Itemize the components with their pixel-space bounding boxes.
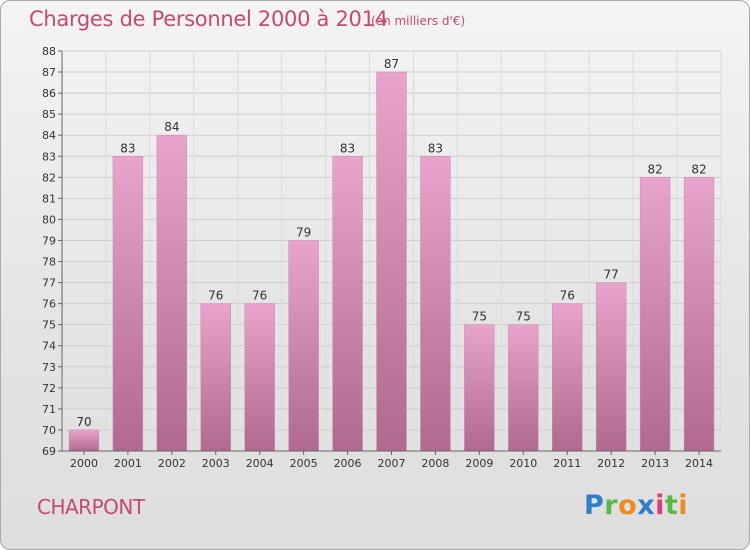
- bars: [68, 71, 715, 452]
- bar-2014: [683, 177, 715, 452]
- value-label: 83: [340, 141, 355, 155]
- logo-letter: r: [604, 490, 619, 521]
- y-tick-label: 79: [42, 234, 56, 247]
- y-tick-label: 71: [42, 403, 56, 416]
- value-label: 83: [428, 141, 443, 155]
- bar-2011: [552, 303, 583, 452]
- y-tick-label: 87: [42, 66, 56, 79]
- value-label: 79: [296, 225, 311, 239]
- y-tick-label: 78: [42, 256, 56, 269]
- value-label: 70: [76, 415, 91, 429]
- commune-name: CHARPONT: [37, 495, 145, 519]
- x-tick-label: 2011: [553, 457, 581, 470]
- bar-2013: [639, 177, 671, 452]
- x-tick-label: 2012: [597, 457, 625, 470]
- x-tick-label: 2014: [685, 457, 713, 470]
- x-tick-label: 2008: [421, 457, 449, 470]
- logo-letter: o: [618, 490, 638, 521]
- value-label: 76: [252, 289, 267, 303]
- logo-letter: t: [664, 490, 679, 521]
- y-tick-label: 80: [42, 213, 56, 226]
- value-label: 84: [164, 120, 179, 134]
- x-tick-label: 2003: [202, 457, 230, 470]
- value-labels: 70 83 84 76 76 79 83 87 83 75 75 76 77 82 82: [76, 57, 706, 429]
- y-tick-label: 77: [42, 277, 56, 290]
- value-label: 76: [208, 289, 223, 303]
- x-tick-label: 2006: [334, 457, 362, 470]
- y-tick-label: 72: [42, 382, 56, 395]
- x-tick-label: 2004: [246, 457, 274, 470]
- logo-letter: i: [655, 490, 665, 521]
- bar-2012: [595, 282, 627, 452]
- y-tick-label: 88: [42, 45, 56, 58]
- y-axis: 69 70 71 72 73 74 75 76 77 78 79 80 81 82 83 84 85 86 87 88: [42, 45, 63, 458]
- value-label: 77: [604, 268, 619, 282]
- x-tick-label: 2002: [158, 457, 186, 470]
- bar-2001: [112, 156, 144, 452]
- logo-letter: x: [637, 490, 656, 521]
- bar-2007: [376, 71, 407, 452]
- chart-subtitle: (en milliers d'€): [371, 14, 466, 28]
- x-axis: 2000 2001 2002 2003 2004 2005 2006 2007 2008 2009…: [62, 450, 721, 470]
- x-tick-label: 2001: [114, 457, 142, 470]
- bar-2002: [156, 134, 188, 452]
- bar-2009: [464, 324, 495, 452]
- x-tick-label: 2007: [378, 457, 406, 470]
- value-label: 87: [384, 57, 399, 71]
- x-tick-label: 2010: [509, 457, 537, 470]
- value-label: 75: [516, 310, 531, 324]
- y-tick-label: 74: [42, 340, 56, 353]
- value-label: 82: [691, 162, 706, 176]
- bar-2003: [200, 303, 231, 452]
- y-tick-label: 86: [42, 87, 56, 100]
- bar-2006: [332, 156, 363, 452]
- y-tick-label: 85: [42, 108, 56, 121]
- y-tick-label: 84: [42, 129, 56, 142]
- y-tick-label: 83: [42, 150, 56, 163]
- y-tick-label: 81: [42, 192, 56, 205]
- bar-2008: [420, 156, 451, 452]
- proxiti-logo: Proxiti: [584, 490, 688, 521]
- y-tick-label: 70: [42, 424, 56, 437]
- value-label: 75: [472, 310, 487, 324]
- bar-2010: [508, 324, 539, 452]
- x-tick-label: 2005: [290, 457, 318, 470]
- y-tick-label: 69: [42, 445, 56, 458]
- value-label: 83: [120, 141, 135, 155]
- y-tick-label: 75: [42, 319, 56, 332]
- y-tick-label: 76: [42, 298, 56, 311]
- bar-2000: [68, 429, 100, 452]
- logo-letter: i: [678, 490, 689, 521]
- value-label: 76: [560, 289, 575, 303]
- y-tick-label: 73: [42, 361, 56, 374]
- x-tick-label: 2009: [465, 457, 493, 470]
- y-tick-label: 82: [42, 171, 56, 184]
- chart-title: Charges de Personnel 2000 à 2014: [29, 7, 388, 31]
- value-label: 82: [647, 162, 662, 176]
- bar-2004: [244, 303, 275, 452]
- logo-letter: P: [584, 490, 605, 521]
- bar-2005: [288, 240, 319, 452]
- x-tick-label: 2000: [70, 457, 98, 470]
- x-tick-label: 2013: [641, 457, 669, 470]
